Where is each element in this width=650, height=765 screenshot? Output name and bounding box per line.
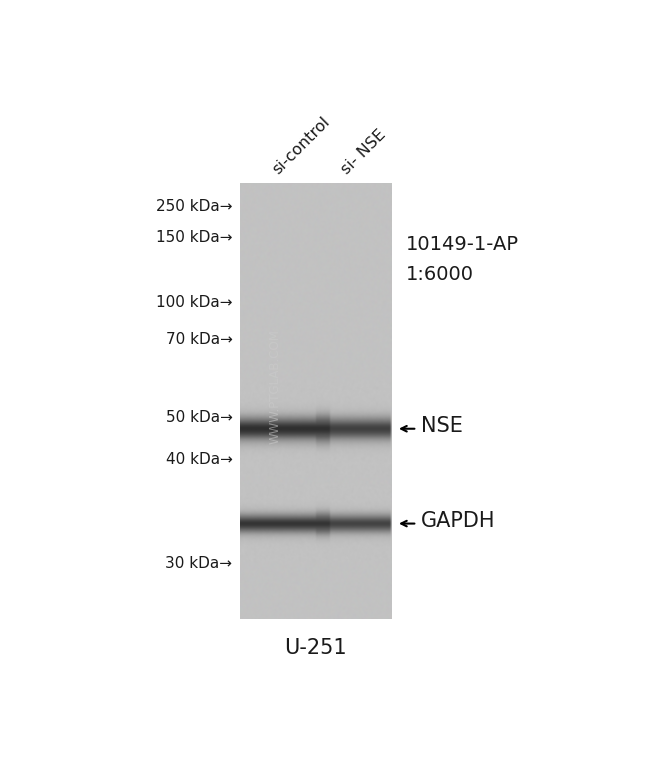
Text: 30 kDa→: 30 kDa→: [165, 555, 233, 571]
Text: 40 kDa→: 40 kDa→: [166, 452, 233, 467]
Text: 100 kDa→: 100 kDa→: [156, 295, 233, 310]
Text: 150 kDa→: 150 kDa→: [156, 230, 233, 245]
Text: NSE: NSE: [421, 416, 463, 436]
Text: 1:6000: 1:6000: [406, 265, 474, 284]
Text: U-251: U-251: [284, 639, 347, 659]
Text: GAPDH: GAPDH: [421, 510, 496, 531]
Text: WWW.PTGLAB.COM: WWW.PTGLAB.COM: [268, 329, 281, 444]
Text: 50 kDa→: 50 kDa→: [166, 410, 233, 425]
Text: 70 kDa→: 70 kDa→: [166, 332, 233, 347]
Text: 10149-1-AP: 10149-1-AP: [406, 236, 519, 255]
Text: 250 kDa→: 250 kDa→: [156, 199, 233, 214]
Text: si- NSE: si- NSE: [338, 127, 388, 177]
Text: si-control: si-control: [270, 114, 333, 177]
